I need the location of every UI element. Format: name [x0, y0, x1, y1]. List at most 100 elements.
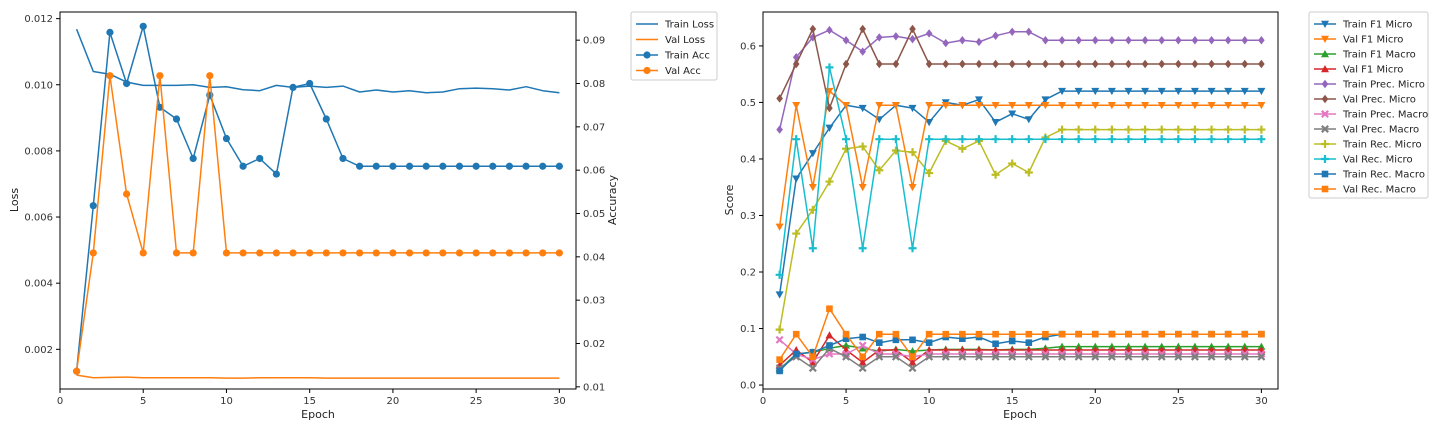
data-point	[891, 146, 900, 155]
x-tick-label: 15	[303, 396, 316, 407]
data-point	[808, 205, 817, 214]
data-point	[975, 37, 983, 47]
data-point	[156, 72, 164, 80]
data-point	[1157, 87, 1166, 96]
data-point	[959, 335, 966, 342]
data-point	[925, 102, 934, 110]
data-point	[975, 59, 983, 69]
data-point	[1008, 330, 1016, 338]
y2-tick-label: 0.04	[583, 252, 605, 263]
data-point	[372, 162, 380, 170]
data-point	[1257, 135, 1266, 144]
data-point	[256, 154, 264, 163]
legend-entry-train-f1-macro: Train F1 Macro	[1314, 50, 1416, 61]
data-point	[858, 341, 867, 350]
data-point	[1207, 125, 1216, 134]
data-point	[775, 325, 784, 334]
data-point	[1257, 352, 1266, 361]
data-point	[941, 102, 950, 110]
data-point	[891, 352, 900, 361]
legend-entry-val-acc: Val Acc	[636, 66, 701, 77]
data-point	[1091, 135, 1100, 144]
data-point	[422, 162, 430, 170]
y-tick-label: 0.008	[24, 146, 53, 157]
data-point	[1175, 59, 1182, 69]
data-point	[842, 102, 851, 110]
data-point	[1108, 330, 1116, 338]
legend-entry-val-prec-micro: Val Prec. Micro	[1314, 95, 1416, 106]
x-tick-label: 0	[760, 396, 766, 407]
data-point	[925, 330, 933, 338]
data-point	[908, 347, 917, 355]
series-layer	[73, 22, 563, 379]
legend: Train F1 Micro Val F1 Micro Train F1 Macro…	[1308, 11, 1429, 199]
data-point	[858, 104, 867, 113]
data-point	[875, 102, 884, 110]
data-point	[808, 184, 817, 192]
data-point	[1107, 125, 1116, 134]
data-point	[1008, 337, 1016, 345]
data-point	[1190, 352, 1199, 361]
data-point	[775, 335, 784, 344]
data-point	[1124, 102, 1133, 110]
data-point	[1224, 102, 1233, 110]
data-point	[239, 249, 247, 257]
data-point	[1157, 352, 1166, 361]
data-point	[1008, 135, 1017, 144]
y-tick-label: 0.2	[740, 268, 756, 279]
y-tick-label: 0.010	[24, 80, 53, 91]
data-point	[539, 162, 547, 170]
data-point	[1091, 36, 1099, 45]
data-point	[1008, 102, 1017, 110]
x-tick-label: 30	[553, 396, 566, 407]
data-point	[858, 364, 867, 373]
data-point	[1174, 135, 1183, 144]
data-point	[875, 135, 884, 144]
data-point	[1025, 27, 1033, 36]
series-val-rec-micro	[775, 63, 1266, 279]
data-point	[322, 249, 330, 257]
series-val-rec-macro	[776, 305, 1265, 363]
x-tick-label: 20	[387, 396, 400, 407]
data-point	[875, 339, 883, 346]
data-point	[239, 162, 247, 170]
data-point	[1190, 102, 1199, 110]
legend-entry-train-rec-macro: Train Rec. Macro	[1314, 170, 1425, 181]
data-point	[825, 331, 834, 339]
data-point	[1091, 352, 1100, 361]
data-point	[322, 115, 330, 123]
data-point	[1058, 36, 1066, 45]
data-point	[1008, 110, 1017, 118]
legend-marker	[1321, 155, 1329, 163]
data-point	[974, 96, 983, 104]
data-point	[1240, 102, 1249, 110]
data-point	[1107, 102, 1116, 110]
data-point	[1125, 59, 1132, 69]
data-point	[925, 169, 934, 178]
data-point	[1108, 59, 1116, 69]
legend-marker	[1321, 50, 1329, 58]
y-tick-label: 0.6	[740, 41, 756, 52]
data-point	[974, 102, 983, 110]
data-point	[958, 135, 967, 144]
data-point	[1091, 330, 1099, 338]
data-point	[1224, 87, 1233, 96]
data-point	[825, 177, 834, 186]
data-point	[925, 352, 934, 361]
data-point	[826, 342, 833, 349]
data-point	[139, 249, 147, 257]
data-point	[289, 83, 297, 91]
x-axis-label: Epoch	[301, 408, 335, 421]
data-point	[792, 229, 801, 238]
data-point	[1141, 125, 1150, 134]
data-point	[1257, 125, 1266, 134]
data-point	[959, 330, 966, 338]
data-point	[1191, 330, 1199, 338]
data-point	[809, 353, 817, 361]
legend-label: Train Acc	[664, 51, 710, 62]
data-point	[356, 249, 364, 257]
data-point	[775, 270, 784, 279]
data-point	[826, 25, 833, 35]
data-point	[776, 125, 783, 134]
